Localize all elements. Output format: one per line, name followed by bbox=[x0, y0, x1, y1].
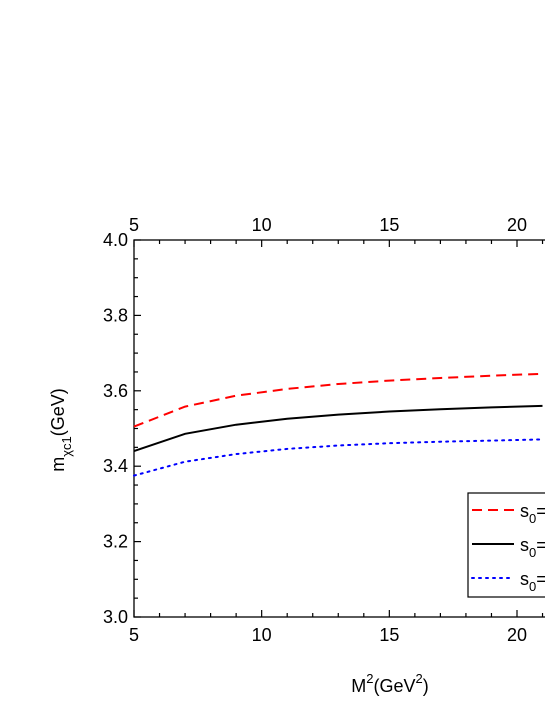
legend: s0= s0= s0= bbox=[467, 492, 545, 598]
x-tick-label-top: 20 bbox=[507, 215, 527, 235]
x-tick-label-top: 15 bbox=[379, 215, 399, 235]
legend-label-1: s0= bbox=[520, 501, 545, 526]
y-tick-label: 3.2 bbox=[103, 532, 128, 552]
x-axis-label-base: M bbox=[351, 676, 366, 696]
curves bbox=[133, 372, 544, 477]
x-axis-label-sup: 2 bbox=[366, 671, 373, 686]
x-tick-label-bottom: 20 bbox=[507, 625, 527, 645]
y-tick-label: 3.8 bbox=[103, 305, 128, 325]
x-tick-label-top: 10 bbox=[252, 215, 272, 235]
x-axis-label-unit-sup: 2 bbox=[416, 671, 423, 686]
x-axis-label-unit-post: ) bbox=[423, 676, 429, 696]
y-axis-label-unit: (GeV) bbox=[48, 388, 68, 436]
series-line-2 bbox=[133, 404, 543, 453]
series-line-3 bbox=[133, 438, 544, 477]
y-axis-label: mχc1(GeV) bbox=[48, 388, 74, 472]
y-tick-label: 3.4 bbox=[103, 456, 128, 476]
x-axis-label: M2(GeV2) bbox=[351, 671, 428, 696]
legend-label-2: s0= bbox=[520, 535, 545, 560]
x-tick-label-top: 5 bbox=[129, 215, 139, 235]
y-tick-label: 4.0 bbox=[103, 230, 128, 250]
axes: 5 5 10 10 15 15 20 20 3.0 3.2 3.4 3.6 3.8 4.0 bbox=[103, 215, 544, 645]
x-tick-label-bottom: 10 bbox=[252, 625, 272, 645]
y-axis-label-base: m bbox=[48, 457, 68, 472]
x-axis-label-unit-pre: (GeV bbox=[373, 676, 415, 696]
y-axis-label-sub: χc1 bbox=[59, 436, 74, 457]
y-tick-label: 3.0 bbox=[103, 607, 128, 627]
series-line-1 bbox=[133, 372, 543, 428]
x-tick-label-bottom: 5 bbox=[129, 625, 139, 645]
legend-label-3: s0= bbox=[520, 569, 545, 594]
y-tick-label: 3.6 bbox=[103, 381, 128, 401]
x-tick-label-bottom: 15 bbox=[379, 625, 399, 645]
